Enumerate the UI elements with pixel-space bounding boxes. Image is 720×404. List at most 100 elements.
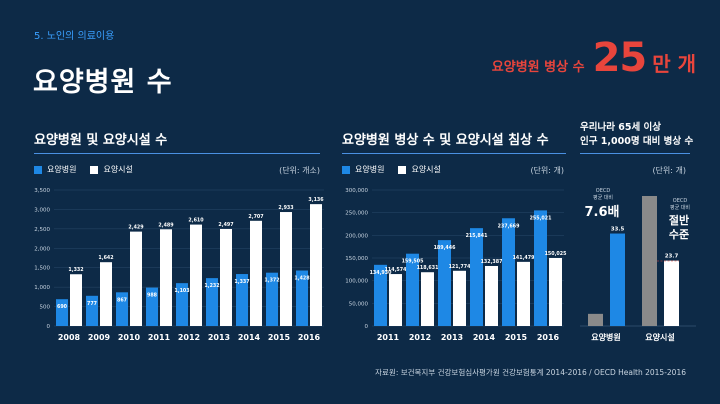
legend-label-hospital: 요양병원 [47,165,77,174]
y-tick-label: 0 [365,324,369,330]
bar [70,274,82,326]
x-tick-label: 2011 [377,333,400,342]
chart3-unit: (단위: 개) [652,166,686,175]
bar [130,231,142,326]
oecd-annotation-1b: 평균 대비 [593,194,613,201]
data-label: 132,387 [481,259,503,265]
data-label: 189,446 [434,245,457,251]
y-tick-label: 1,000 [34,285,50,291]
data-label: 118,631 [417,265,439,271]
bar [176,283,188,326]
chart1-unit: (단위: 개소) [279,166,320,175]
bar [86,295,98,326]
y-tick-label: 2,000 [34,246,50,252]
bar [502,218,515,326]
x-tick-label: 2016 [537,333,560,342]
data-label: 1,428 [294,276,310,282]
y-tick-label: 3,500 [34,188,50,194]
facility-note-2: 수준 [669,228,689,241]
y-tick-label: 500 [40,305,51,311]
facility-note-1: 절반 [669,213,689,227]
bar [485,265,498,326]
y-tick-label: 200,000 [345,233,368,239]
legend-label-hospital: 요양병원 [355,165,385,174]
chart2-divider [342,153,566,154]
bar [406,253,419,326]
x-tick-label: 2013 [208,333,230,342]
data-label: 33.5 [611,227,625,233]
bar [517,261,530,326]
data-label: 2,610 [188,218,204,224]
y-tick-label: 3,000 [34,207,50,213]
x-tick-label: 2008 [58,333,81,342]
data-label: 690 [57,304,68,310]
x-tick-label: 2010 [118,333,141,342]
bar [534,210,547,326]
y-tick-label: 0 [47,324,51,330]
x-tick-label: 2014 [238,333,261,342]
data-label: 777 [87,301,97,307]
bar [453,270,466,326]
data-label: 237,669 [498,223,521,229]
data-label: 2,497 [218,222,233,228]
chart2-plot: 0 50,000 100,000 150,000 200,000 250,000 300,0… [345,188,566,342]
y-tick-label: 300,000 [345,188,368,194]
y-tick-label: 100,000 [345,279,368,285]
y-tick-label: 150,000 [345,256,368,262]
bar [310,204,322,326]
legend-label-facility: 요양시설 [103,165,133,174]
x-tick-label: 2009 [88,333,111,342]
data-label: 1,642 [98,255,113,261]
bar [56,299,68,326]
bar [100,262,112,326]
x-tick-label: 2013 [441,333,463,342]
data-label: 867 [117,297,127,303]
chart1-divider [34,153,320,154]
highlight-unit: 만 개 [652,52,696,76]
bar [374,264,387,326]
chart3-divider [580,153,690,154]
legend-label-facility: 요양시설 [411,165,441,174]
data-label: 23.7 [665,254,679,260]
bar [438,240,451,326]
bar [190,224,202,326]
data-label: 159,505 [402,259,424,265]
data-label: 1,337 [234,279,249,285]
legend-swatch-facility [90,165,99,174]
x-tick-label: 요양병원 [591,332,620,342]
data-label: 141,479 [513,255,536,261]
bar [549,257,562,326]
data-label: 2,489 [158,222,174,228]
legend-swatch-hospital [342,165,350,174]
oecd-annotation-2: OECD [673,198,688,204]
y-tick-label: 2,500 [34,227,50,233]
bar [220,228,232,326]
highlight-value: 25 [592,35,648,81]
x-tick-label: 2015 [505,333,528,342]
y-tick-label: 50,000 [349,301,369,307]
chart2-legend: 요양병원 요양시설 [342,164,455,175]
chart3-title-line1: 우리나라 65세 이상 [580,122,662,133]
section-label: 5. 노인의 의료이용 [34,31,115,42]
data-label: 114,574 [385,267,408,273]
data-label: 2,707 [248,214,263,220]
data-label: 2,933 [278,205,293,211]
bar-oecd [588,313,603,326]
data-label: 3,136 [308,197,324,203]
bar [160,229,172,326]
chart1-title: 요양병원 및 요양시설 수 [34,133,168,148]
bar-korea [664,260,679,326]
page-title: 요양병원 수 [33,67,173,98]
x-tick-label: 2015 [268,333,291,342]
bar [266,272,278,326]
chart2-unit: (단위: 개) [530,166,564,175]
x-tick-label: 2012 [178,333,200,342]
data-label: 1,103 [174,288,189,294]
data-label: 2,429 [128,225,144,231]
x-tick-label: 요양시설 [645,332,674,342]
data-label: 121,774 [449,264,472,270]
chart2-title: 요양병원 병상 수 및 요양시설 침상 수 [342,133,549,148]
bar [146,287,158,326]
bar [250,220,262,326]
